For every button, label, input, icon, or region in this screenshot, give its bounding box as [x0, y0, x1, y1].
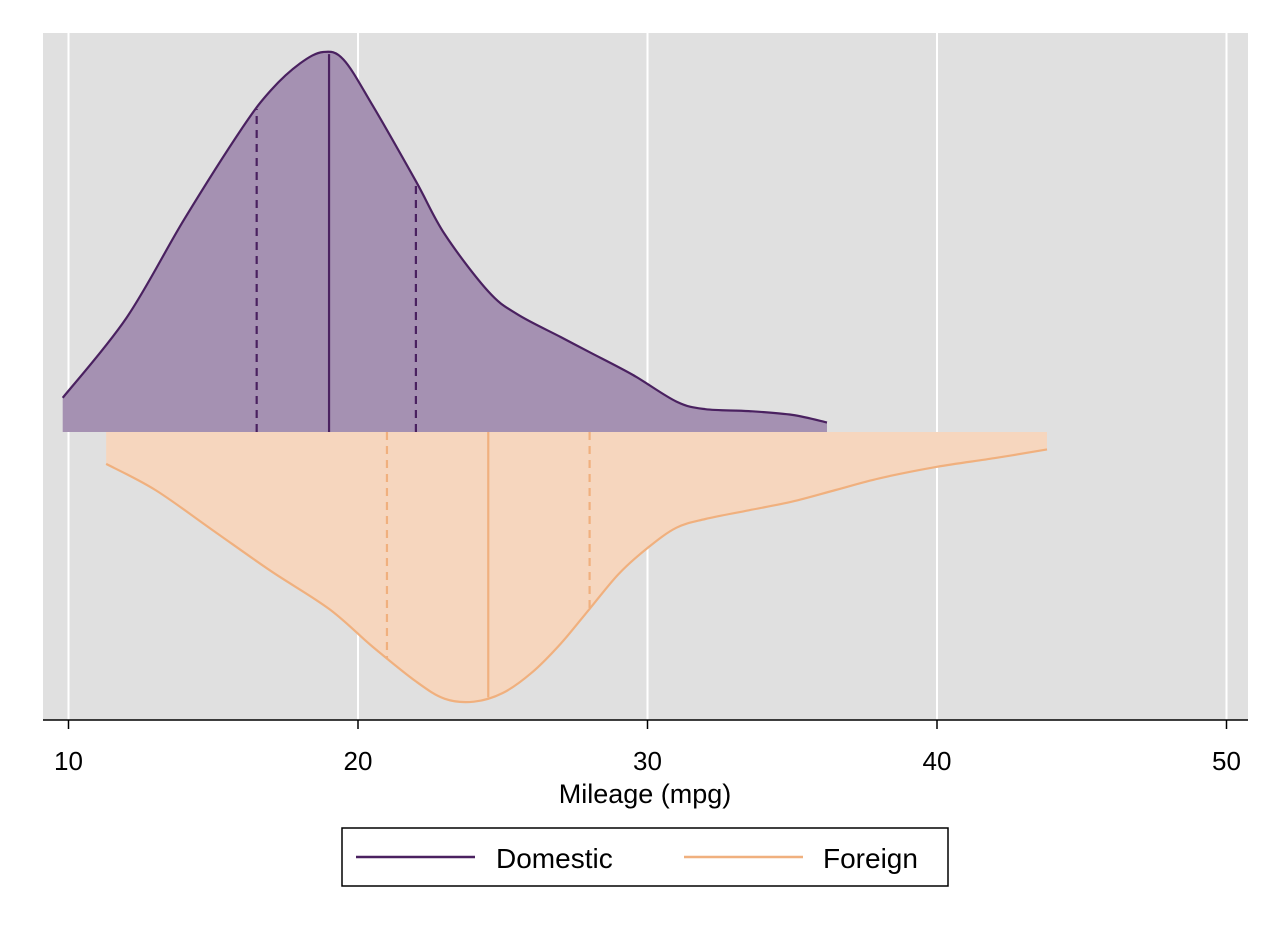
x-tick-label-50: 50	[1212, 746, 1241, 776]
x-tick-label-30: 30	[633, 746, 662, 776]
legend-label-domestic: Domestic	[496, 843, 613, 874]
x-axis-ticks: 10 20 30 40 50	[54, 720, 1241, 776]
legend-label-foreign: Foreign	[823, 843, 918, 874]
x-axis-title: Mileage (mpg)	[559, 779, 732, 809]
x-tick-label-40: 40	[923, 746, 952, 776]
density-line-domestic	[61, 50, 828, 424]
legend: Domestic Foreign	[341, 827, 949, 887]
quartile-lines	[255, 54, 591, 698]
density-fill-domestic	[62, 51, 827, 432]
x-tick-label-10: 10	[54, 746, 83, 776]
x-tick-label-20: 20	[344, 746, 373, 776]
density-fill-foreign	[106, 432, 1048, 703]
density-areas	[61, 50, 1048, 704]
density-line-foreign	[105, 448, 1048, 704]
